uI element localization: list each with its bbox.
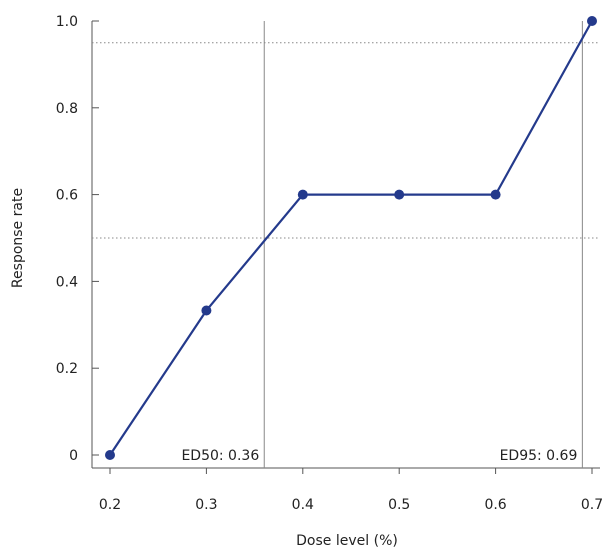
x-tick-label: 0.5 [388, 497, 410, 513]
y-ticks: 0 0.2 0.4 0.6 0.8 1.0 [56, 14, 99, 464]
y-tick-label: 0 [69, 448, 78, 464]
x-tick-label: 0.3 [195, 497, 217, 513]
x-tick-label: 0.2 [99, 497, 121, 513]
x-ticks: 0.2 0.3 0.4 0.5 0.6 0.7 [99, 468, 603, 513]
series-layer [105, 16, 597, 460]
y-tick-label: 0.8 [56, 101, 78, 117]
y-tick-label: 0.4 [56, 274, 78, 290]
data-point [587, 16, 597, 26]
data-point [105, 450, 115, 460]
x-axis-title: Dose level (%) [296, 533, 398, 549]
x-tick-label: 0.7 [581, 497, 603, 513]
x-tick-label: 0.6 [484, 497, 506, 513]
y-tick-label: 1.0 [56, 14, 78, 30]
annotation-ed50: ED50: 0.36 [181, 448, 259, 464]
y-axis-title: Response rate [10, 188, 26, 288]
x-tick-label: 0.4 [292, 497, 314, 513]
axes [91, 21, 600, 469]
data-point [490, 189, 501, 200]
annotation-ed95: ED95: 0.69 [500, 448, 578, 464]
series-line [109, 20, 593, 456]
reference-lines [92, 21, 600, 468]
y-tick-label: 0.6 [56, 188, 78, 204]
annotations: ED50: 0.36 ED95: 0.69 [181, 448, 577, 464]
data-point [201, 305, 212, 316]
data-point [394, 189, 405, 200]
data-point [297, 189, 308, 200]
y-tick-label: 0.2 [56, 361, 78, 377]
